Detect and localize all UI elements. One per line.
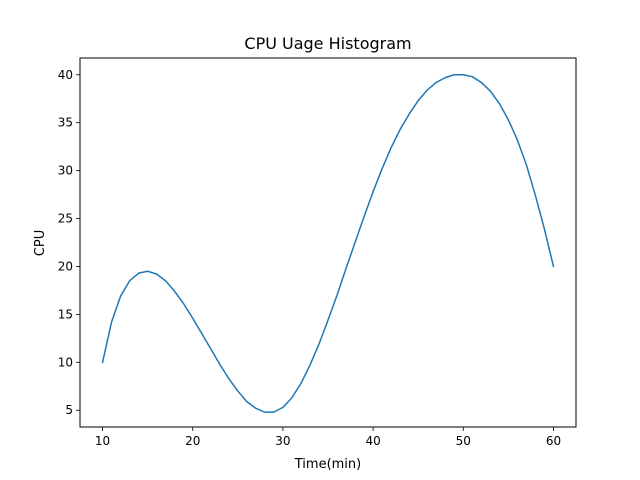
y-axis-label: CPU bbox=[33, 230, 48, 256]
y-tick-label: 25 bbox=[58, 212, 73, 226]
x-axis-label: Time(min) bbox=[294, 457, 361, 472]
y-tick-label: 20 bbox=[58, 259, 73, 273]
chart-title: CPU Uage Histogram bbox=[244, 34, 411, 53]
x-tick-label: 10 bbox=[95, 434, 110, 448]
series-line bbox=[101, 74, 555, 413]
y-tick-label: 40 bbox=[58, 68, 73, 82]
x-tick-label: 40 bbox=[365, 434, 380, 448]
y-tick-label: 5 bbox=[65, 403, 73, 417]
y-tick-label: 15 bbox=[58, 307, 73, 321]
y-tick-label: 35 bbox=[58, 116, 73, 130]
x-tick-label: 60 bbox=[546, 434, 561, 448]
x-tick-label: 50 bbox=[456, 434, 471, 448]
y-tick-label: 10 bbox=[58, 355, 73, 369]
series-layer bbox=[101, 74, 555, 413]
plot-area bbox=[80, 58, 576, 427]
x-tick-label: 30 bbox=[275, 434, 290, 448]
plot-frame bbox=[79, 57, 577, 428]
y-tick-label: 30 bbox=[58, 164, 73, 178]
y-axis-ticks: 5 10 15 20 25 30 35 40 bbox=[58, 68, 80, 417]
x-tick-label: 20 bbox=[185, 434, 200, 448]
x-axis-ticks: 10 20 30 40 50 60 bbox=[95, 427, 561, 448]
